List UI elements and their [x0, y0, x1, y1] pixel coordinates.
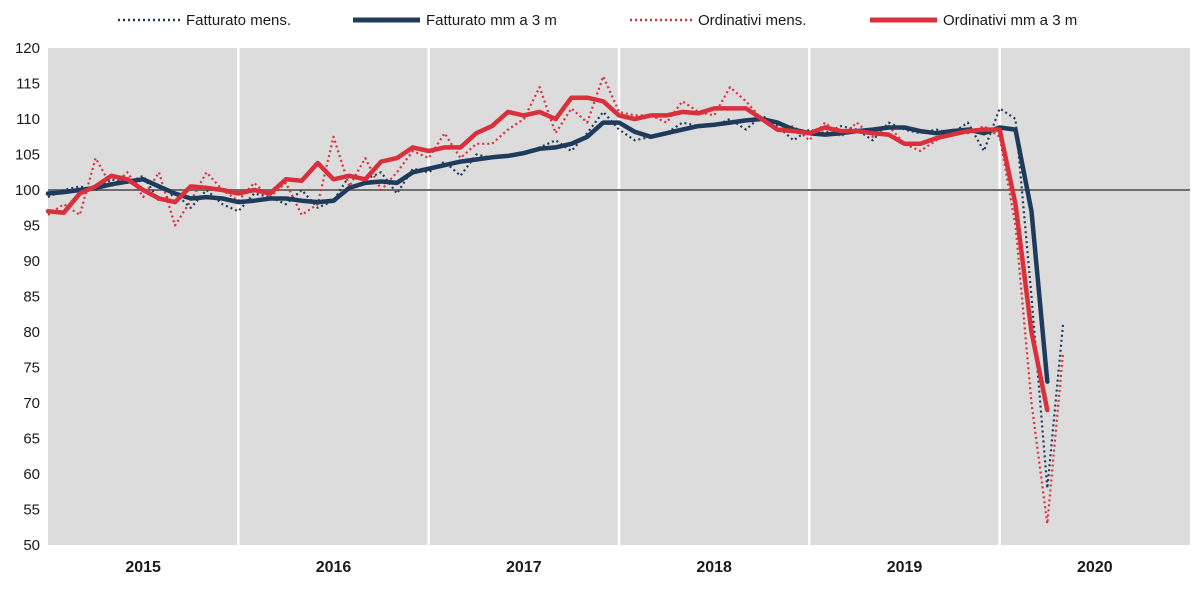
series-line-ordinativi-mm-a-3-m: [45, 95, 1050, 413]
y-tick-label: 110: [16, 111, 40, 128]
x-tick-label: 2020: [1077, 559, 1113, 576]
y-tick-label: 120: [15, 40, 40, 57]
legend: Fatturato mens. Fatturato mm a 3 m Ordin…: [118, 12, 1077, 29]
y-tick-label: 100: [15, 182, 40, 199]
y-tick-label: 75: [23, 360, 40, 377]
series-line-fatturato-mm-a-3-m: [45, 116, 1050, 384]
y-tick-label: 90: [23, 253, 40, 270]
y-tick-label: 70: [23, 395, 40, 412]
legend-label-ordinativi-mm3: Ordinativi mm a 3 m: [943, 12, 1077, 29]
legend-item-ordinativi-mens: Ordinativi mens.: [630, 12, 806, 29]
y-tick-label: 55: [23, 502, 40, 519]
y-tick-label: 60: [23, 466, 40, 483]
x-axis: 2015 2016 2017 2018 2019 2020: [125, 559, 1112, 576]
y-tick-label: 85: [23, 289, 40, 306]
x-tick-label: 2016: [316, 559, 352, 576]
legend-item-fatturato-mm3: Fatturato mm a 3 m: [353, 12, 557, 29]
x-tick-label: 2017: [506, 559, 542, 576]
y-tick-label: 115: [16, 76, 40, 93]
x-tick-label: 2015: [125, 559, 161, 576]
legend-label-fatturato-mm3: Fatturato mm a 3 m: [426, 12, 557, 29]
y-tick-label: 50: [23, 537, 40, 554]
legend-item-fatturato-mens: Fatturato mens.: [118, 12, 291, 29]
legend-item-ordinativi-mm3: Ordinativi mm a 3 m: [870, 12, 1077, 29]
y-tick-label: 105: [15, 147, 40, 164]
legend-label-ordinativi-mens: Ordinativi mens.: [698, 12, 806, 29]
y-tick-label: 95: [23, 218, 40, 235]
y-tick-label: 80: [23, 324, 40, 341]
y-axis: 50 55 60 65 70 75 80 85 90 95 100 105 110 115 120: [15, 40, 40, 554]
series-line-fatturato-mens-: [47, 107, 1065, 490]
series-layer: [45, 75, 1065, 525]
x-tick-label: 2018: [696, 559, 732, 576]
legend-label-fatturato-mens: Fatturato mens.: [186, 12, 291, 29]
x-tick-label: 2019: [887, 559, 923, 576]
y-tick-label: 65: [23, 431, 40, 448]
